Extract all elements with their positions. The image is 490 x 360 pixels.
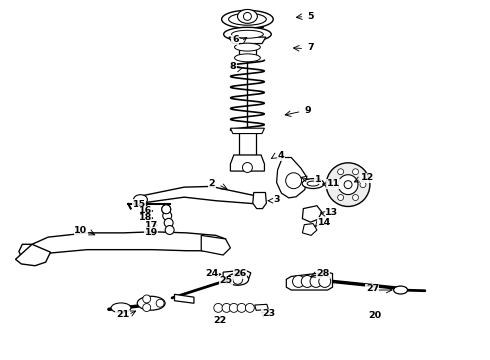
Circle shape xyxy=(245,303,254,312)
Text: 28: 28 xyxy=(316,269,329,278)
Circle shape xyxy=(330,182,336,188)
Text: 8: 8 xyxy=(229,62,236,71)
Circle shape xyxy=(233,274,243,284)
Circle shape xyxy=(286,173,301,189)
Text: 19: 19 xyxy=(145,228,158,237)
Text: 21: 21 xyxy=(116,310,129,319)
Polygon shape xyxy=(201,235,230,255)
Circle shape xyxy=(156,299,164,307)
Ellipse shape xyxy=(223,27,271,41)
Circle shape xyxy=(237,303,246,312)
Text: 25: 25 xyxy=(219,276,232,285)
Text: 5: 5 xyxy=(307,12,314,21)
Circle shape xyxy=(162,205,171,214)
Text: 7: 7 xyxy=(308,42,315,51)
Circle shape xyxy=(301,275,313,287)
Polygon shape xyxy=(230,155,265,171)
Circle shape xyxy=(319,275,331,287)
Ellipse shape xyxy=(232,30,263,38)
Circle shape xyxy=(352,169,359,175)
Text: 13: 13 xyxy=(325,208,338,217)
Text: 18: 18 xyxy=(139,213,152,222)
Polygon shape xyxy=(223,270,251,282)
Circle shape xyxy=(165,226,174,234)
Ellipse shape xyxy=(137,296,165,310)
Circle shape xyxy=(214,303,223,312)
Circle shape xyxy=(143,303,150,311)
Text: 22: 22 xyxy=(213,316,226,325)
Text: 3: 3 xyxy=(274,195,280,204)
Polygon shape xyxy=(174,294,194,303)
Polygon shape xyxy=(16,244,50,266)
Circle shape xyxy=(326,163,370,207)
Text: 11: 11 xyxy=(327,179,340,188)
Text: 14: 14 xyxy=(318,218,331,227)
Circle shape xyxy=(163,211,172,220)
Text: 27: 27 xyxy=(366,284,379,293)
Text: 10: 10 xyxy=(74,225,87,234)
Polygon shape xyxy=(253,193,267,208)
Ellipse shape xyxy=(235,43,260,51)
Text: 4: 4 xyxy=(278,151,284,160)
Text: 16: 16 xyxy=(139,206,152,215)
Text: 15: 15 xyxy=(132,200,146,209)
Text: 24: 24 xyxy=(205,269,219,278)
Text: 12: 12 xyxy=(361,174,374,183)
Polygon shape xyxy=(239,47,256,58)
Polygon shape xyxy=(286,272,333,290)
Circle shape xyxy=(338,194,343,201)
Circle shape xyxy=(222,303,231,312)
Circle shape xyxy=(229,303,238,312)
Polygon shape xyxy=(255,304,269,310)
Circle shape xyxy=(310,275,322,287)
Circle shape xyxy=(164,219,173,227)
Circle shape xyxy=(360,182,366,188)
Text: 1: 1 xyxy=(315,175,321,184)
Polygon shape xyxy=(302,206,322,222)
Polygon shape xyxy=(230,128,265,134)
Ellipse shape xyxy=(238,9,257,23)
Polygon shape xyxy=(229,37,266,44)
Circle shape xyxy=(293,275,304,287)
Ellipse shape xyxy=(393,286,408,294)
Ellipse shape xyxy=(302,179,324,189)
Text: 20: 20 xyxy=(369,311,382,320)
Circle shape xyxy=(244,13,251,21)
Polygon shape xyxy=(239,130,256,155)
Ellipse shape xyxy=(235,54,260,62)
Circle shape xyxy=(338,169,343,175)
Text: 9: 9 xyxy=(305,106,312,115)
Ellipse shape xyxy=(307,181,319,186)
Text: 23: 23 xyxy=(262,310,275,319)
Ellipse shape xyxy=(227,273,248,285)
Polygon shape xyxy=(302,224,317,235)
Polygon shape xyxy=(19,232,225,258)
Circle shape xyxy=(162,205,171,214)
Polygon shape xyxy=(276,157,307,198)
Circle shape xyxy=(344,181,352,189)
Text: 17: 17 xyxy=(145,221,158,230)
Circle shape xyxy=(243,162,252,172)
Circle shape xyxy=(143,295,150,303)
Ellipse shape xyxy=(133,195,147,204)
Ellipse shape xyxy=(228,13,266,25)
Text: 26: 26 xyxy=(234,269,247,278)
Circle shape xyxy=(352,194,359,201)
Ellipse shape xyxy=(221,10,273,28)
Ellipse shape xyxy=(111,303,131,313)
Text: 6: 6 xyxy=(232,35,239,44)
Polygon shape xyxy=(141,186,262,204)
Circle shape xyxy=(338,175,358,194)
Text: 2: 2 xyxy=(209,179,215,188)
